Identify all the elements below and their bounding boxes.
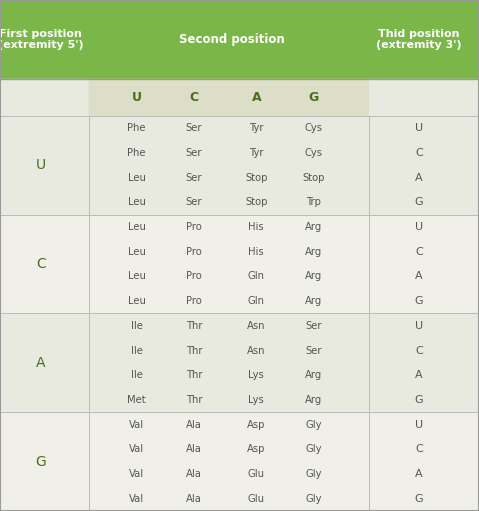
Text: Met: Met (127, 395, 146, 405)
Text: Pro: Pro (186, 271, 202, 282)
Text: Cys: Cys (305, 148, 323, 158)
Text: U: U (132, 91, 141, 104)
Text: Ile: Ile (131, 321, 142, 331)
Text: Ser: Ser (306, 321, 322, 331)
Bar (0, 79, 89, 116)
Text: Leu: Leu (127, 173, 146, 183)
Text: Phe: Phe (127, 148, 146, 158)
Text: Gly: Gly (306, 494, 322, 504)
Text: Arg: Arg (305, 395, 322, 405)
Text: Pro: Pro (186, 222, 202, 232)
Text: Leu: Leu (127, 296, 146, 306)
Text: Leu: Leu (127, 197, 146, 207)
Text: A: A (251, 91, 261, 104)
Text: C: C (415, 444, 423, 454)
Text: U: U (35, 158, 46, 172)
Text: Arg: Arg (305, 296, 322, 306)
Text: His: His (249, 222, 264, 232)
Text: Thr: Thr (186, 370, 202, 380)
Bar (89, 79, 369, 116)
Text: C: C (415, 148, 423, 158)
Text: G: G (415, 197, 423, 207)
Text: C: C (189, 91, 199, 104)
Text: Ala: Ala (186, 420, 202, 430)
Text: G: G (415, 296, 423, 306)
Text: Val: Val (129, 420, 144, 430)
Text: Ile: Ile (131, 345, 142, 356)
Text: Tyr: Tyr (249, 148, 263, 158)
Text: Glu: Glu (248, 494, 265, 504)
Text: Ser: Ser (186, 197, 202, 207)
Text: Ser: Ser (186, 123, 202, 133)
Text: Gln: Gln (248, 296, 265, 306)
Text: Val: Val (129, 494, 144, 504)
Text: Trp: Trp (306, 197, 321, 207)
Text: Leu: Leu (127, 247, 146, 257)
Text: Lys: Lys (249, 395, 264, 405)
Text: Stop: Stop (245, 173, 267, 183)
Text: A: A (415, 370, 423, 380)
Text: Leu: Leu (127, 271, 146, 282)
Text: A: A (415, 173, 423, 183)
Text: His: His (249, 247, 264, 257)
Text: Asn: Asn (247, 321, 265, 331)
Text: Asp: Asp (247, 420, 265, 430)
Text: First position
(extremity 5'): First position (extremity 5') (0, 29, 83, 51)
Text: Ser: Ser (306, 345, 322, 356)
Text: Gln: Gln (248, 271, 265, 282)
Text: U: U (415, 222, 423, 232)
Text: C: C (415, 247, 423, 257)
Text: Arg: Arg (305, 247, 322, 257)
Text: C: C (415, 345, 423, 356)
Text: Cys: Cys (305, 123, 323, 133)
Text: Lys: Lys (249, 370, 264, 380)
Text: Phe: Phe (127, 123, 146, 133)
Text: U: U (415, 420, 423, 430)
Text: Tyr: Tyr (249, 123, 263, 133)
Text: G: G (415, 494, 423, 504)
Text: Leu: Leu (127, 222, 146, 232)
Bar (0, 313, 479, 412)
Text: Thr: Thr (186, 395, 202, 405)
Text: U: U (415, 123, 423, 133)
Bar (0, 412, 479, 511)
Text: Ser: Ser (186, 148, 202, 158)
Text: Ala: Ala (186, 469, 202, 479)
Text: Pro: Pro (186, 296, 202, 306)
Text: Val: Val (129, 444, 144, 454)
Text: G: G (308, 91, 319, 104)
Text: Arg: Arg (305, 271, 322, 282)
Bar (0, 215, 479, 314)
Text: A: A (36, 356, 46, 370)
Text: Ile: Ile (131, 370, 142, 380)
Text: Glu: Glu (248, 469, 265, 479)
Text: Ala: Ala (186, 494, 202, 504)
Text: Stop: Stop (303, 173, 325, 183)
Text: Ala: Ala (186, 444, 202, 454)
Text: Asp: Asp (247, 444, 265, 454)
Bar (0, 116, 479, 215)
Text: Gly: Gly (306, 444, 322, 454)
Text: G: G (415, 395, 423, 405)
Text: Val: Val (129, 469, 144, 479)
Bar (369, 79, 479, 116)
Text: Pro: Pro (186, 247, 202, 257)
Text: Arg: Arg (305, 222, 322, 232)
Text: Gly: Gly (306, 420, 322, 430)
Bar (0, 0, 479, 79)
Text: Gly: Gly (306, 469, 322, 479)
Text: Second position: Second position (180, 33, 285, 46)
Text: G: G (35, 455, 46, 469)
Text: C: C (36, 257, 46, 271)
Text: Thr: Thr (186, 321, 202, 331)
Text: Stop: Stop (245, 197, 267, 207)
Text: U: U (415, 321, 423, 331)
Text: Arg: Arg (305, 370, 322, 380)
Text: Ser: Ser (186, 173, 202, 183)
Text: Asn: Asn (247, 345, 265, 356)
Text: Thr: Thr (186, 345, 202, 356)
Text: A: A (415, 271, 423, 282)
Text: A: A (415, 469, 423, 479)
Text: Thid position
(extremity 3'): Thid position (extremity 3') (376, 29, 462, 51)
